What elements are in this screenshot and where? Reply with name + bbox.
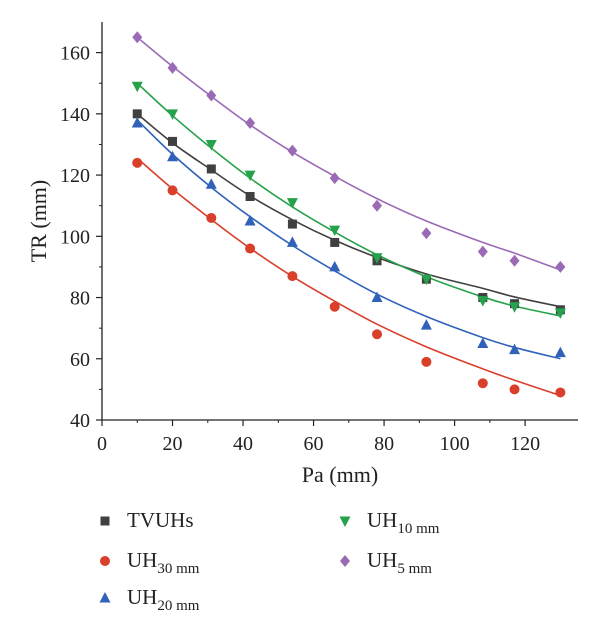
x-axis-title: Pa (mm) [302,462,378,487]
point-uh10mm [167,109,179,120]
x-tick-label: 80 [374,433,394,455]
point-uh30mm [555,387,566,398]
y-tick-label: 120 [60,165,90,187]
x-tick-label: 40 [233,433,253,455]
point-uh20mm [420,319,432,330]
legend-label-main: UH [367,508,397,532]
point-uh5mm [245,117,256,130]
point-tvuhs [206,164,216,174]
legend-label-main: UH [367,548,397,572]
point-uh10mm [244,170,256,182]
point-uh5mm [372,199,383,212]
legend-label-subscript: 20 mm [157,598,199,614]
fit-lines [136,36,561,397]
point-uh20mm [167,150,179,162]
fit-line-uh30mm [136,157,561,397]
legend-label-main: UH [127,548,157,572]
legend-label-subscript: 10 mm [397,521,439,537]
fit-line-tvuhs [136,113,561,308]
point-uh30mm [372,329,383,340]
legend-marker-uh5mm [340,555,350,567]
data-markers [131,31,566,398]
y-tick-label: 160 [60,43,90,65]
axes: 0 20 40 60 80 100 120 40 60 80 100 120 140 160 [60,22,578,455]
y-tick-label: 60 [70,349,90,371]
point-uh20mm [244,215,256,226]
legend-marker-uh30mm [100,556,110,566]
point-uh5mm [287,144,298,157]
legend-label-tvuhs: TVUHs [127,508,194,532]
x-tick-label: 120 [510,433,540,455]
point-uh5mm [132,31,143,44]
point-uh5mm [206,89,217,102]
fit-line-uh5mm [136,36,561,271]
point-uh10mm [131,81,143,93]
point-uh30mm [132,157,143,168]
point-uh30mm [245,243,256,254]
point-uh30mm [509,384,520,395]
point-uh30mm [206,212,217,223]
point-tvuhs [287,219,297,229]
point-uh5mm [477,245,488,258]
point-uh10mm [205,139,217,151]
x-tick-label: 60 [304,433,324,455]
legend-marker-uh20mm [99,592,111,603]
point-uh5mm [167,61,178,74]
fit-line-uh10mm [136,82,561,317]
legend-label-main: UH [127,585,157,609]
point-uh30mm [287,271,298,282]
legend-label-subscript: 5 mm [397,561,432,577]
y-tick-label: 40 [70,410,90,432]
legend-label-uh5mm: UH5 mm [367,548,432,577]
point-uh10mm [477,296,489,307]
point-uh20mm [371,291,383,303]
point-tvuhs [168,136,178,146]
point-uh20mm [509,343,521,355]
point-tvuhs [330,237,340,247]
point-uh30mm [477,378,488,389]
y-axis-title: TR (mm) [26,180,51,263]
point-uh5mm [555,260,566,273]
point-uh10mm [554,308,566,319]
x-tick-label: 20 [163,433,183,455]
point-tvuhs [132,109,142,119]
legend-label-uh30mm: UH30 mm [127,548,200,577]
point-tvuhs [245,192,255,202]
legend-label-main: TVUHs [127,508,194,532]
legend-label-subscript: 30 mm [157,561,199,577]
y-tick-label: 80 [70,288,90,310]
point-uh20mm [477,337,489,348]
point-uh20mm [286,236,298,247]
point-uh20mm [329,260,341,272]
point-uh20mm [131,117,143,128]
point-uh20mm [205,178,217,189]
y-tick-label: 100 [60,226,90,248]
y-tick-label: 140 [60,104,90,126]
legend-marker-tvuhs [100,516,110,526]
point-uh30mm [421,356,432,367]
point-uh10mm [509,302,521,313]
point-uh30mm [167,185,178,196]
x-tick-label: 100 [440,433,470,455]
point-uh10mm [371,253,383,264]
point-uh5mm [329,172,340,185]
point-uh20mm [554,346,566,358]
point-uh10mm [329,225,341,237]
point-uh10mm [286,198,298,209]
legend-label-uh10mm: UH10 mm [367,508,440,537]
point-uh5mm [421,227,432,240]
point-uh30mm [329,301,340,312]
legend-label-uh20mm: UH20 mm [127,585,200,614]
point-uh10mm [420,274,432,286]
legend-marker-uh10mm [339,516,351,527]
x-tick-label: 0 [97,433,107,455]
point-uh5mm [509,254,520,267]
